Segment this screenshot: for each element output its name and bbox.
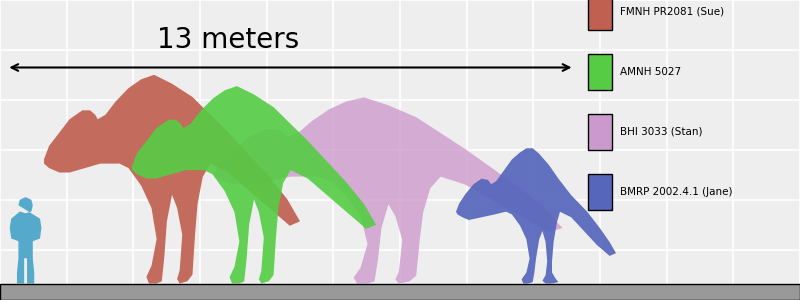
Polygon shape [44, 75, 300, 284]
Polygon shape [132, 86, 376, 284]
FancyBboxPatch shape [588, 114, 612, 150]
FancyBboxPatch shape [0, 284, 800, 300]
Polygon shape [214, 98, 562, 284]
FancyBboxPatch shape [588, 174, 612, 210]
Polygon shape [10, 197, 42, 284]
Text: AMNH 5027: AMNH 5027 [620, 67, 681, 77]
Text: BHI 3033 (Stan): BHI 3033 (Stan) [620, 127, 702, 137]
Text: FMNH PR2081 (Sue): FMNH PR2081 (Sue) [620, 7, 724, 17]
Text: 13 meters: 13 meters [157, 26, 299, 55]
FancyBboxPatch shape [588, 0, 612, 30]
Polygon shape [456, 148, 616, 284]
Text: BMRP 2002.4.1 (Jane): BMRP 2002.4.1 (Jane) [620, 187, 733, 197]
FancyBboxPatch shape [588, 54, 612, 90]
